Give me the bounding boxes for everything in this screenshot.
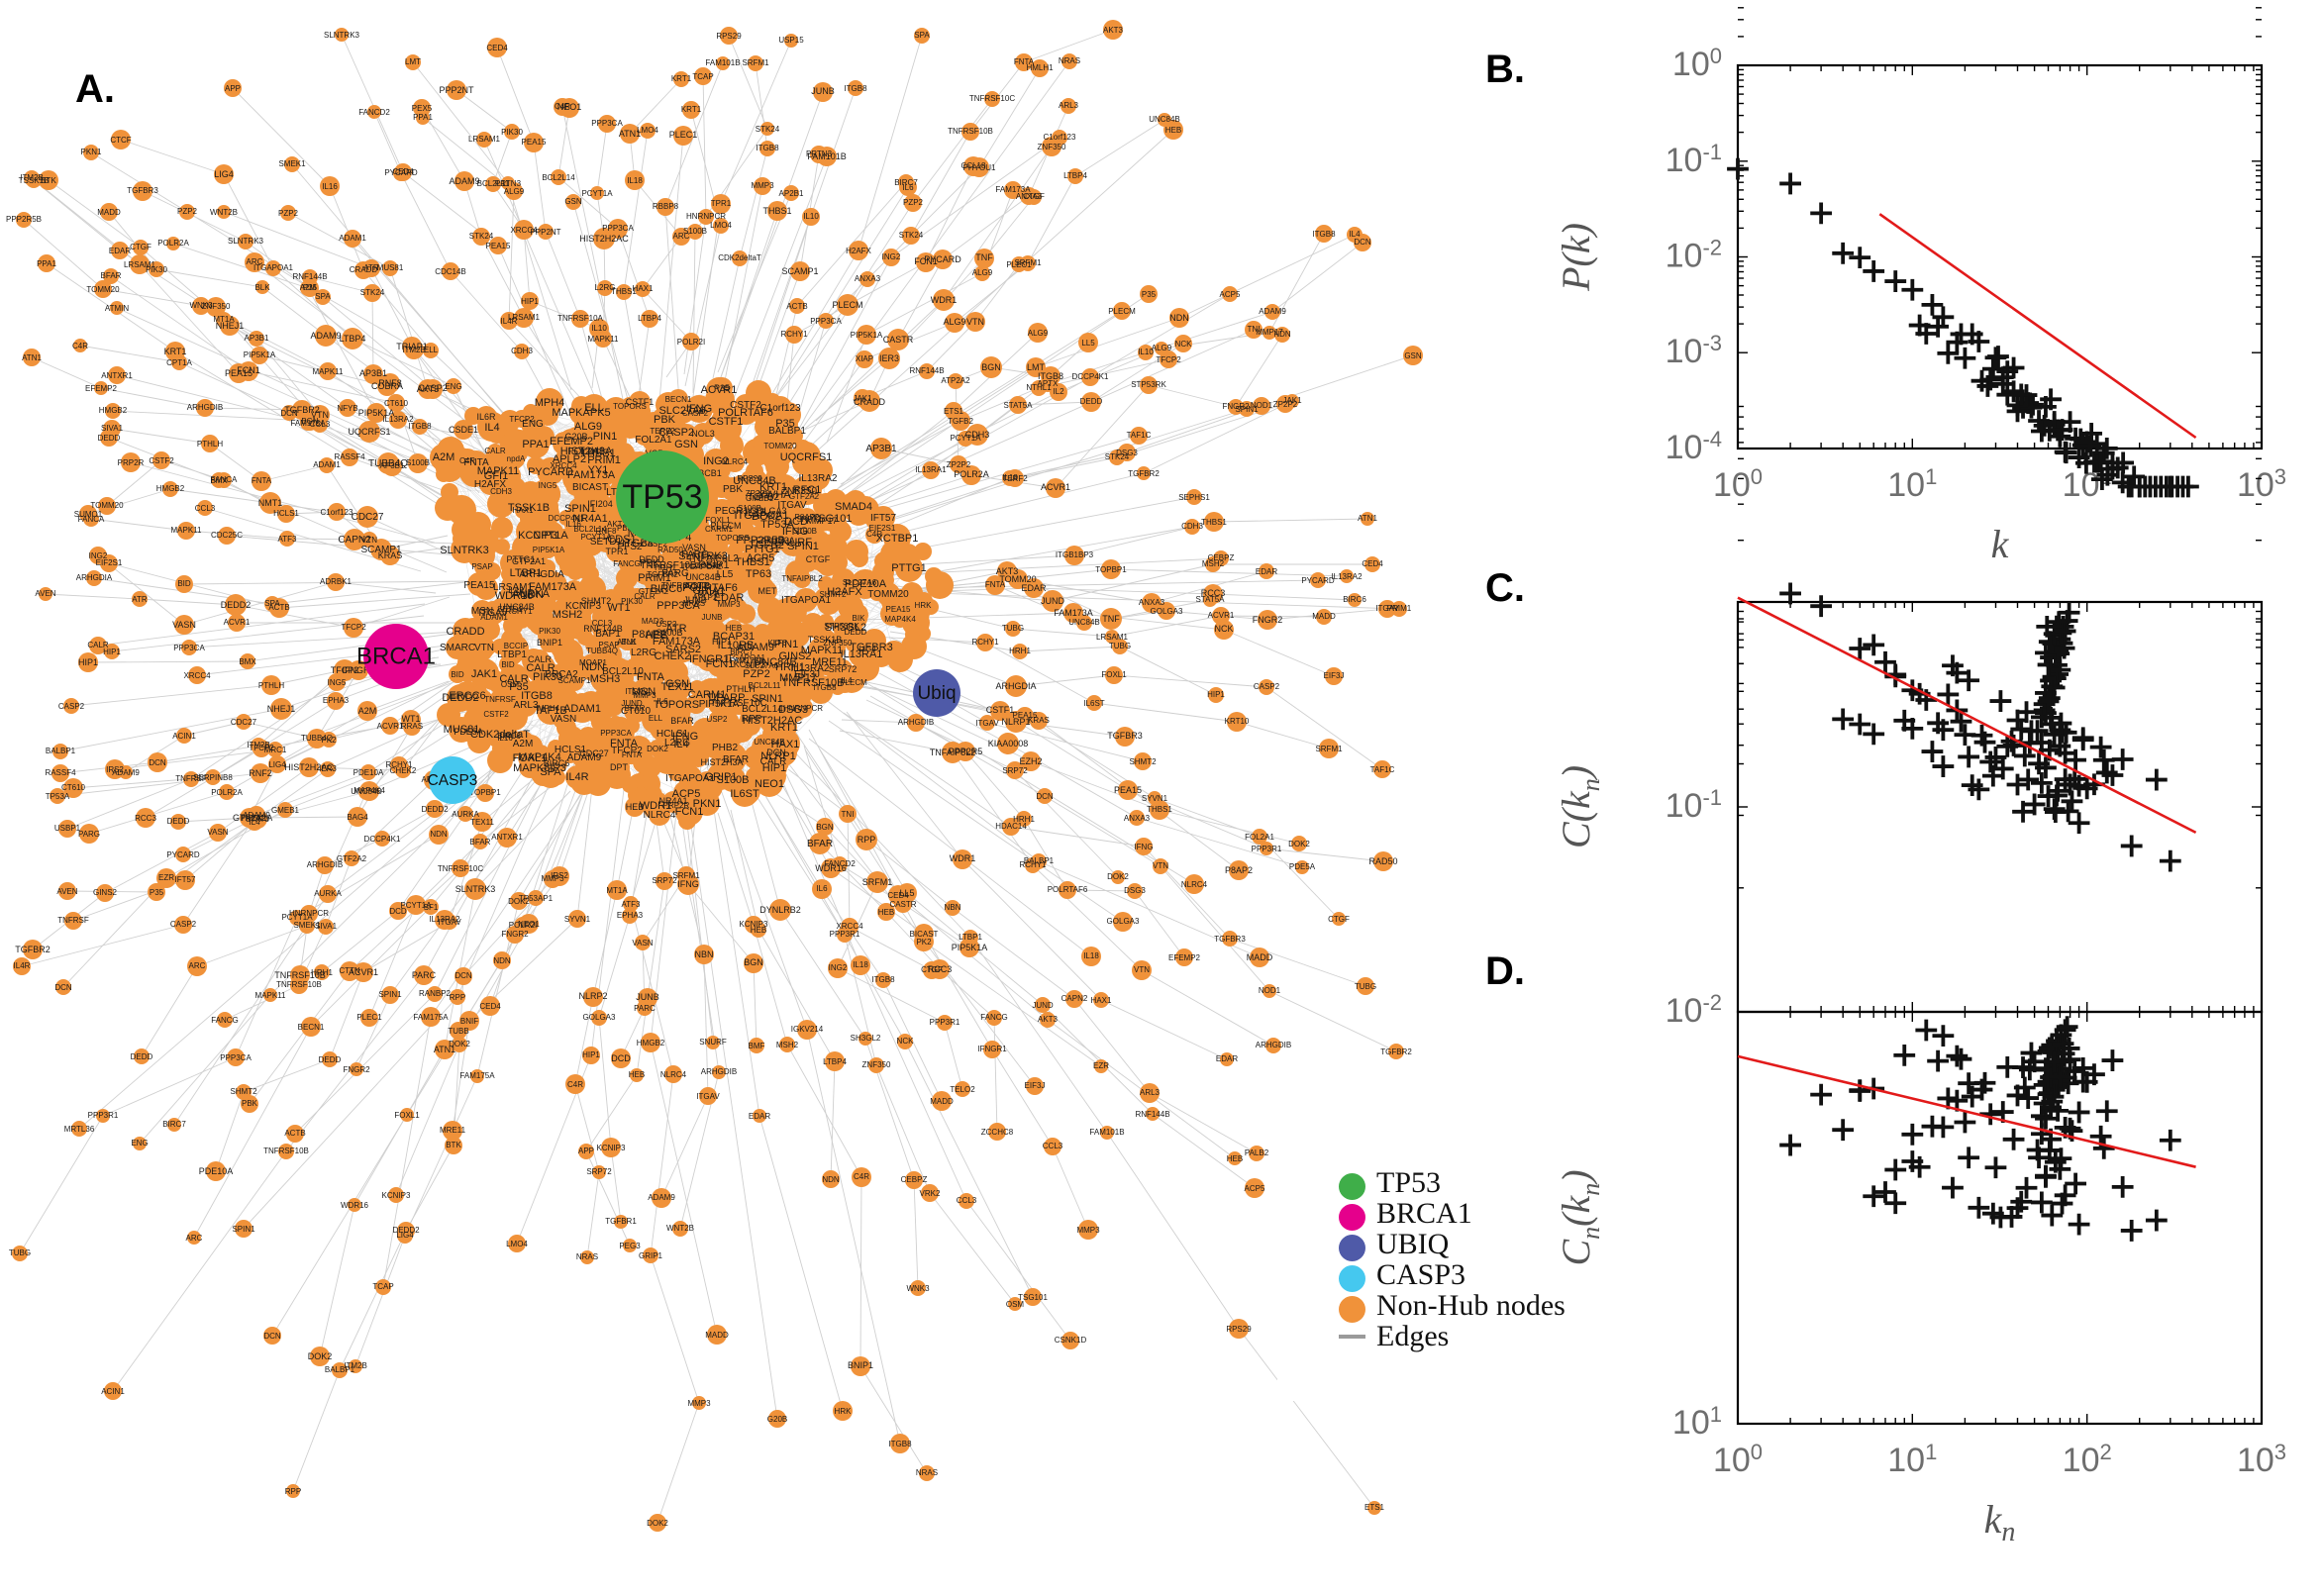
svg-text:C(kn): C(kn): [1554, 765, 1605, 848]
svg-text:10-4: 10-4: [1666, 427, 1722, 466]
svg-text:103: 103: [2237, 464, 2286, 504]
svg-text:10-2: 10-2: [1666, 236, 1722, 275]
svg-text:101: 101: [1887, 1440, 1937, 1479]
svg-text:100: 100: [1713, 464, 1763, 504]
svg-text:kn: kn: [1984, 1497, 2016, 1547]
svg-text:100: 100: [1672, 44, 1722, 83]
svg-text:101: 101: [1887, 464, 1937, 504]
svg-text:Cn(kn): Cn(kn): [1554, 1169, 1605, 1265]
svg-text:10-3: 10-3: [1666, 331, 1722, 370]
svg-text:103: 103: [2237, 1440, 2286, 1479]
svg-text:P(k): P(k): [1554, 223, 1598, 292]
svg-text:10-1: 10-1: [1666, 140, 1722, 179]
svg-text:102: 102: [2063, 1440, 2112, 1479]
svg-text:k: k: [1991, 522, 2010, 566]
svg-text:10-2: 10-2: [1666, 990, 1722, 1030]
svg-text:101: 101: [1672, 1402, 1722, 1442]
svg-text:100: 100: [1713, 1440, 1763, 1479]
svg-text:10-1: 10-1: [1666, 785, 1722, 825]
